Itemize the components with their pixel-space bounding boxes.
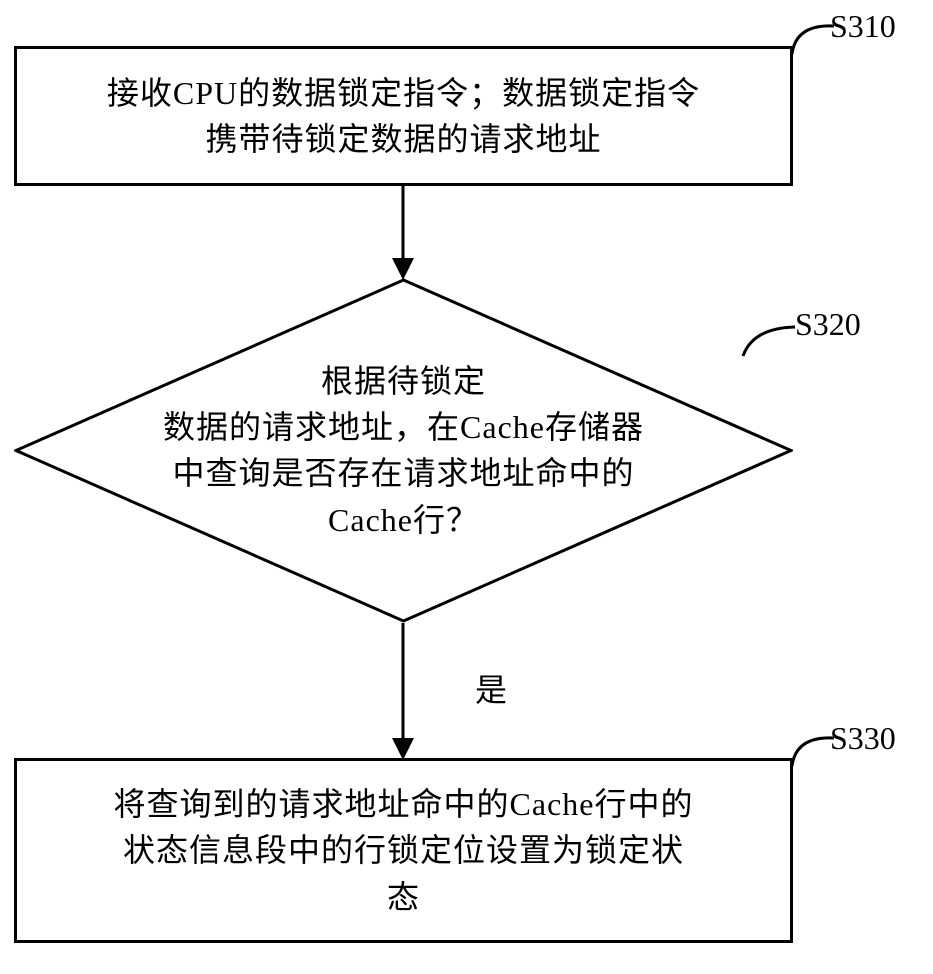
arrow-s310-s320 xyxy=(388,186,418,281)
s330-text-line1: 将查询到的请求地址命中的Cache行中的 xyxy=(114,786,694,822)
s320-decision: 根据待锁定 数据的请求地址，在Cache存储器 中查询是否存在请求地址命中的 C… xyxy=(14,278,793,623)
s320-text-line4: Cache行？ xyxy=(328,502,479,538)
s330-text-line3: 态 xyxy=(387,879,420,915)
s320-text-line3: 中查询是否存在请求地址命中的 xyxy=(172,456,634,492)
s320-text-line1: 根据待锁定 xyxy=(321,363,486,399)
s310-label: S310 xyxy=(830,8,896,45)
s330-text-line2: 状态信息段中的行锁定位设置为锁定状 xyxy=(123,832,684,868)
s310-text-line1: 接收CPU的数据锁定指令；数据锁定指令 xyxy=(107,75,700,111)
s330-process-box: 将查询到的请求地址命中的Cache行中的 状态信息段中的行锁定位设置为锁定状 态 xyxy=(14,758,793,943)
s320-label: S320 xyxy=(795,306,861,343)
s320-text: 根据待锁定 数据的请求地址，在Cache存储器 中查询是否存在请求地址命中的 C… xyxy=(123,358,684,544)
s310-text-line2: 携带待锁定数据的请求地址 xyxy=(205,121,601,157)
s310-process-box: 接收CPU的数据锁定指令；数据锁定指令 携带待锁定数据的请求地址 xyxy=(14,46,793,186)
arrow-s320-s330 xyxy=(388,623,418,761)
s320-text-line2: 数据的请求地址，在Cache存储器 xyxy=(163,409,644,445)
flowchart-container: S310 接收CPU的数据锁定指令；数据锁定指令 携带待锁定数据的请求地址 S3… xyxy=(0,0,933,974)
s330-label: S330 xyxy=(830,720,896,757)
edge-label-yes: 是 xyxy=(475,665,507,711)
s330-text: 将查询到的请求地址命中的Cache行中的 状态信息段中的行锁定位设置为锁定状 态 xyxy=(114,781,694,920)
s310-text: 接收CPU的数据锁定指令；数据锁定指令 携带待锁定数据的请求地址 xyxy=(107,70,700,163)
